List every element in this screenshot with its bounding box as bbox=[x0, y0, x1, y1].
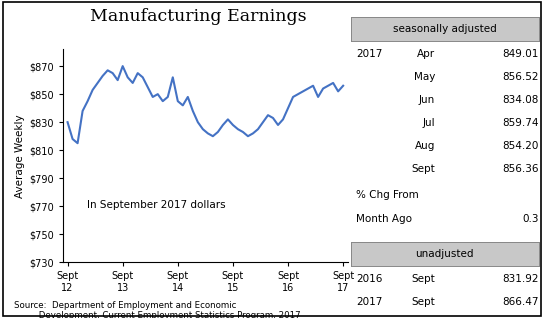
Text: Sept: Sept bbox=[411, 297, 435, 307]
Text: Aug: Aug bbox=[415, 141, 435, 151]
Text: May: May bbox=[414, 72, 435, 82]
Text: 866.47: 866.47 bbox=[502, 297, 539, 307]
Text: 834.08: 834.08 bbox=[502, 95, 539, 105]
Text: % Chg From: % Chg From bbox=[356, 190, 419, 200]
Text: 0.3: 0.3 bbox=[522, 214, 539, 224]
Text: 854.20: 854.20 bbox=[502, 141, 539, 151]
Text: 859.74: 859.74 bbox=[502, 118, 539, 128]
Text: 2017: 2017 bbox=[356, 49, 382, 59]
Text: Jul: Jul bbox=[423, 118, 435, 128]
Text: Manufacturing Earnings: Manufacturing Earnings bbox=[90, 8, 307, 25]
Text: 831.92: 831.92 bbox=[502, 274, 539, 284]
Text: 856.52: 856.52 bbox=[502, 72, 539, 82]
Text: seasonally adjusted: seasonally adjusted bbox=[393, 24, 497, 34]
Text: Month Ago: Month Ago bbox=[356, 214, 412, 224]
Text: 2017: 2017 bbox=[356, 297, 382, 307]
Text: Sept: Sept bbox=[411, 164, 435, 174]
Text: Development, Current Employment Statistics Program, 2017: Development, Current Employment Statisti… bbox=[14, 311, 300, 318]
Text: In September 2017 dollars: In September 2017 dollars bbox=[88, 200, 226, 210]
Text: 856.36: 856.36 bbox=[502, 164, 539, 174]
Text: unadjusted: unadjusted bbox=[416, 249, 474, 259]
Y-axis label: Average Weekly: Average Weekly bbox=[15, 114, 24, 197]
Text: 2016: 2016 bbox=[356, 274, 382, 284]
Text: Jun: Jun bbox=[419, 95, 435, 105]
Text: Apr: Apr bbox=[417, 49, 435, 59]
Text: 849.01: 849.01 bbox=[502, 49, 539, 59]
Text: Sept: Sept bbox=[411, 274, 435, 284]
Text: Source:  Department of Employment and Economic: Source: Department of Employment and Eco… bbox=[14, 301, 236, 309]
